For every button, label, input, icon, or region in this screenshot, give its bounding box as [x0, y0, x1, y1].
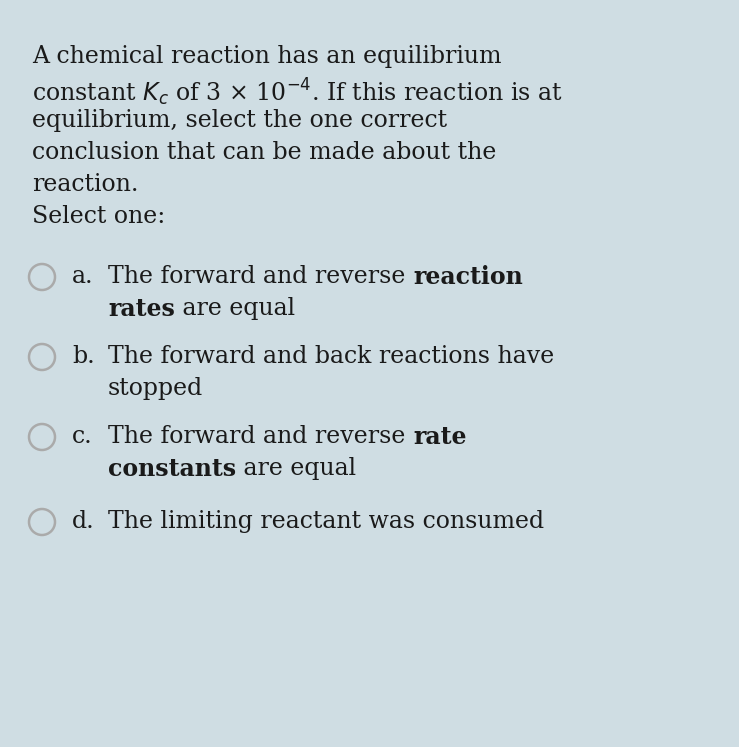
Text: reaction: reaction — [413, 265, 522, 289]
Text: rate: rate — [413, 425, 466, 449]
Text: rates: rates — [108, 297, 175, 321]
Text: The limiting reactant was consumed: The limiting reactant was consumed — [108, 510, 544, 533]
Text: The forward and reverse: The forward and reverse — [108, 265, 413, 288]
Text: b.: b. — [72, 345, 95, 368]
Text: d.: d. — [72, 510, 95, 533]
Text: constants: constants — [108, 457, 236, 481]
Text: A chemical reaction has an equilibrium: A chemical reaction has an equilibrium — [32, 45, 502, 68]
Text: equilibrium, select the one correct: equilibrium, select the one correct — [32, 109, 447, 132]
Text: constant $K_c$ of 3 × 10$^{-4}$. If this reaction is at: constant $K_c$ of 3 × 10$^{-4}$. If this… — [32, 77, 562, 108]
Text: c.: c. — [72, 425, 93, 448]
Text: The forward and reverse: The forward and reverse — [108, 425, 413, 448]
Text: The forward and back reactions have: The forward and back reactions have — [108, 345, 554, 368]
Text: reaction.: reaction. — [32, 173, 138, 196]
Text: conclusion that can be made about the: conclusion that can be made about the — [32, 141, 497, 164]
Text: stopped: stopped — [108, 377, 203, 400]
Text: a.: a. — [72, 265, 94, 288]
Text: Select one:: Select one: — [32, 205, 166, 228]
Text: are equal: are equal — [175, 297, 295, 320]
Text: are equal: are equal — [236, 457, 356, 480]
